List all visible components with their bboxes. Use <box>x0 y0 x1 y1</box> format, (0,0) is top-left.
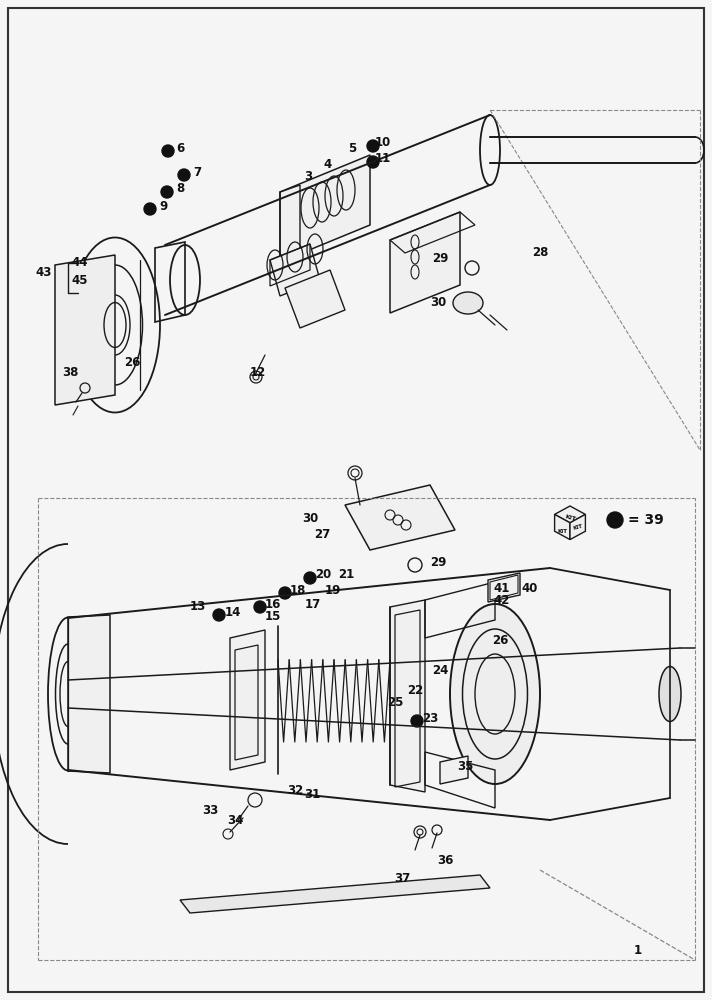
Ellipse shape <box>450 604 540 784</box>
Circle shape <box>411 715 423 727</box>
Text: 43: 43 <box>36 265 52 278</box>
Polygon shape <box>570 514 585 540</box>
Circle shape <box>161 186 173 198</box>
Text: 4: 4 <box>324 158 332 172</box>
Circle shape <box>304 572 316 584</box>
Text: 42: 42 <box>494 594 511 607</box>
Polygon shape <box>555 514 570 540</box>
Polygon shape <box>180 875 490 913</box>
Circle shape <box>213 609 225 621</box>
Circle shape <box>162 145 174 157</box>
Circle shape <box>367 156 379 168</box>
Text: 10: 10 <box>375 136 391 149</box>
Text: 26: 26 <box>124 356 140 368</box>
Circle shape <box>144 203 156 215</box>
Text: 15: 15 <box>265 610 281 624</box>
Circle shape <box>279 587 291 599</box>
Ellipse shape <box>453 292 483 314</box>
Polygon shape <box>440 756 468 784</box>
Text: 22: 22 <box>407 684 423 696</box>
Text: 17: 17 <box>305 597 321 610</box>
Text: 16: 16 <box>265 597 281 610</box>
Circle shape <box>178 169 190 181</box>
Text: 28: 28 <box>532 246 548 259</box>
Text: 30: 30 <box>430 296 446 310</box>
Text: 27: 27 <box>314 528 330 540</box>
Polygon shape <box>390 600 425 792</box>
Polygon shape <box>230 630 265 770</box>
Text: 1: 1 <box>634 944 642 956</box>
Text: 41: 41 <box>494 582 511 594</box>
Polygon shape <box>280 155 370 262</box>
Ellipse shape <box>659 666 681 722</box>
Circle shape <box>367 140 379 152</box>
Text: 45: 45 <box>72 274 88 288</box>
Polygon shape <box>345 485 455 550</box>
Text: 23: 23 <box>422 712 438 724</box>
Text: 29: 29 <box>431 251 448 264</box>
Text: 9: 9 <box>159 200 167 213</box>
Text: 14: 14 <box>225 605 241 618</box>
Text: 6: 6 <box>176 141 184 154</box>
Circle shape <box>607 512 623 528</box>
Text: 5: 5 <box>348 142 356 155</box>
Polygon shape <box>68 615 110 773</box>
Text: 11: 11 <box>375 152 391 165</box>
Text: KIT: KIT <box>557 529 567 534</box>
Text: KIT: KIT <box>572 523 583 531</box>
Text: 34: 34 <box>227 814 244 826</box>
Text: 38: 38 <box>62 366 78 379</box>
Polygon shape <box>555 506 585 523</box>
Text: 32: 32 <box>287 784 303 796</box>
Text: 29: 29 <box>430 556 446 570</box>
Text: 37: 37 <box>394 871 410 884</box>
Text: 18: 18 <box>290 584 306 596</box>
Text: 20: 20 <box>315 568 331 582</box>
Text: 19: 19 <box>325 584 341 596</box>
Text: 26: 26 <box>492 634 508 647</box>
Text: 40: 40 <box>522 582 538 594</box>
Text: 25: 25 <box>387 696 403 708</box>
Text: 3: 3 <box>304 169 312 182</box>
Text: 8: 8 <box>176 182 184 196</box>
Text: = 39: = 39 <box>628 513 664 527</box>
Text: 13: 13 <box>190 600 206 613</box>
Polygon shape <box>488 573 520 602</box>
Text: 7: 7 <box>193 165 201 178</box>
Text: 35: 35 <box>457 760 473 774</box>
Text: 21: 21 <box>338 568 354 582</box>
Text: 33: 33 <box>202 804 218 816</box>
Text: 24: 24 <box>431 664 448 676</box>
Polygon shape <box>285 270 345 328</box>
Text: 31: 31 <box>304 788 320 802</box>
Polygon shape <box>55 255 115 405</box>
Polygon shape <box>270 244 320 296</box>
Circle shape <box>254 601 266 613</box>
Polygon shape <box>390 212 460 313</box>
Text: 30: 30 <box>302 512 318 524</box>
Text: KIT: KIT <box>564 514 576 522</box>
Text: 12: 12 <box>250 365 266 378</box>
Text: 36: 36 <box>437 854 453 866</box>
Text: 44: 44 <box>72 255 88 268</box>
